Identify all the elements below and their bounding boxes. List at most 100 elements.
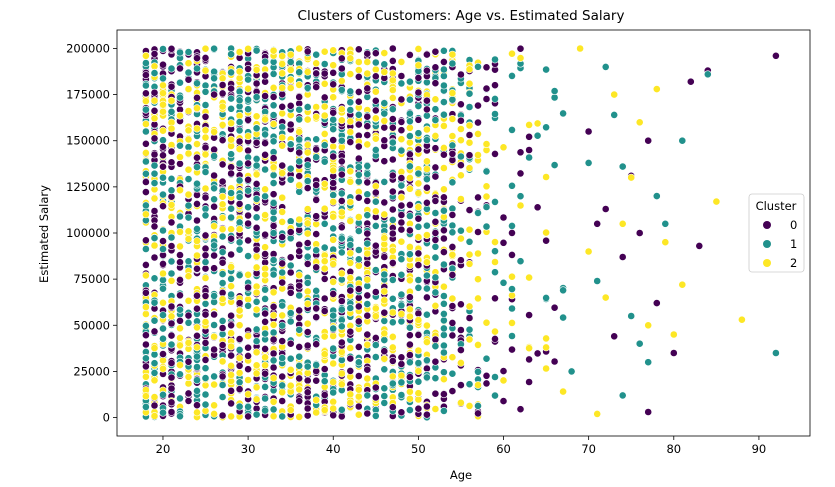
data-point (193, 292, 200, 299)
data-point (355, 403, 362, 410)
data-point (313, 314, 320, 321)
data-point (176, 292, 183, 299)
data-point (193, 409, 200, 416)
data-point (159, 285, 166, 292)
data-point (245, 187, 252, 194)
data-point (313, 113, 320, 120)
data-point (568, 368, 575, 375)
data-point (159, 365, 166, 372)
data-point (228, 413, 235, 420)
data-point (176, 342, 183, 349)
data-point (432, 132, 439, 139)
data-point (228, 322, 235, 329)
data-point (236, 97, 243, 104)
data-point (415, 223, 422, 230)
data-point (372, 135, 379, 142)
data-point (440, 349, 447, 356)
data-point (381, 235, 388, 242)
data-point (159, 246, 166, 253)
data-point (372, 88, 379, 95)
data-point (211, 333, 218, 340)
data-point (228, 105, 235, 112)
x-tick-label: 80 (666, 442, 681, 456)
data-point (440, 249, 447, 256)
data-point (440, 99, 447, 106)
data-point (185, 176, 192, 183)
data-point (449, 51, 456, 58)
data-point (338, 339, 345, 346)
data-point (440, 292, 447, 299)
data-point (389, 188, 396, 195)
data-point (142, 363, 149, 370)
data-point (585, 248, 592, 255)
data-point (321, 60, 328, 67)
data-point (474, 295, 481, 302)
data-point (415, 180, 422, 187)
data-point (423, 374, 430, 381)
data-point (159, 101, 166, 108)
legend-label-1: 1 (790, 237, 797, 251)
data-point (449, 133, 456, 140)
data-point (440, 164, 447, 171)
data-point (270, 155, 277, 162)
data-point (151, 207, 158, 214)
data-point (270, 413, 277, 420)
data-point (270, 215, 277, 222)
data-point (245, 284, 252, 291)
data-point (389, 124, 396, 131)
data-point (381, 366, 388, 373)
data-point (372, 59, 379, 66)
data-point (321, 391, 328, 398)
data-point (151, 275, 158, 282)
data-point (474, 102, 481, 109)
data-point (415, 116, 422, 123)
data-point (262, 345, 269, 352)
data-point (185, 373, 192, 380)
data-point (176, 413, 183, 420)
data-point (211, 152, 218, 159)
data-point (347, 99, 354, 106)
data-point (296, 149, 303, 156)
data-point (219, 271, 226, 278)
data-point (228, 120, 235, 127)
data-point (202, 212, 209, 219)
data-point (151, 70, 158, 77)
data-point (474, 276, 481, 283)
data-point (440, 283, 447, 290)
data-point (645, 408, 652, 415)
data-point (262, 286, 269, 293)
data-point (432, 236, 439, 243)
data-point (330, 69, 337, 76)
data-point (202, 134, 209, 141)
data-point (364, 58, 371, 65)
data-point (253, 253, 260, 260)
data-point (415, 331, 422, 338)
data-point (457, 326, 464, 333)
data-point (330, 94, 337, 101)
data-point (330, 167, 337, 174)
data-point (364, 392, 371, 399)
data-point (526, 312, 533, 319)
data-point (219, 412, 226, 419)
legend-marker-0 (763, 221, 771, 229)
data-point (364, 212, 371, 219)
data-point (372, 66, 379, 73)
data-point (543, 344, 550, 351)
data-point (270, 257, 277, 264)
data-point (321, 275, 328, 282)
data-point (355, 88, 362, 95)
data-point (245, 366, 252, 373)
data-point (151, 377, 158, 384)
data-point (253, 66, 260, 73)
data-point (508, 72, 515, 79)
data-point (611, 111, 618, 118)
data-point (245, 271, 252, 278)
data-point (159, 61, 166, 68)
data-point (338, 137, 345, 144)
data-point (449, 222, 456, 229)
data-point (176, 395, 183, 402)
data-point (491, 95, 498, 102)
data-point (159, 325, 166, 332)
data-point (304, 177, 311, 184)
data-point (228, 291, 235, 298)
